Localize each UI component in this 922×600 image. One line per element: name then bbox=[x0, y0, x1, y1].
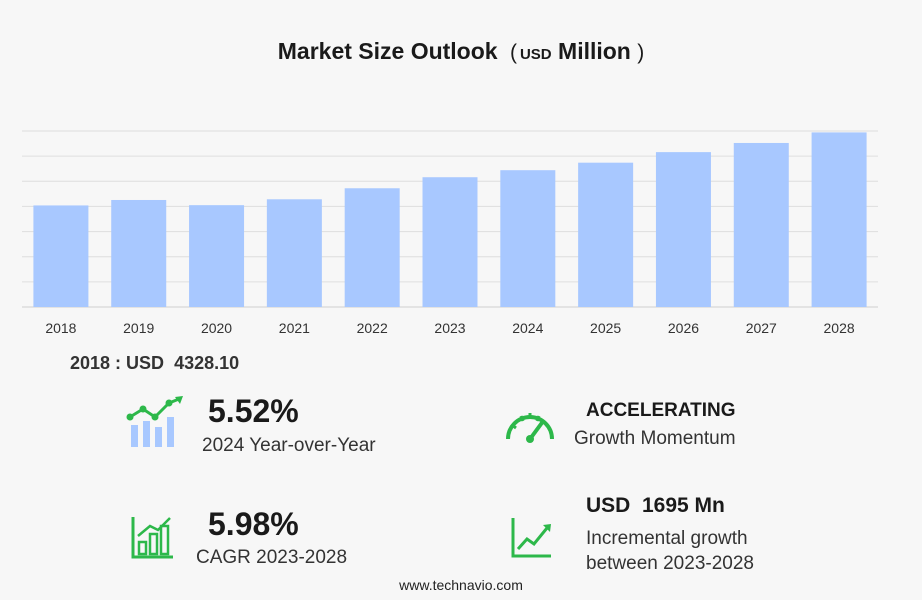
bar-2023 bbox=[422, 177, 478, 307]
bar-2025 bbox=[578, 162, 634, 307]
bar-2022 bbox=[344, 188, 400, 307]
bar-2027 bbox=[733, 142, 789, 307]
bar-chart: 2018 2019 2020 2021 2022 2023 2024 2025 2026 2027… bbox=[22, 130, 878, 336]
x-tick-label: 2024 bbox=[512, 320, 543, 336]
incremental-label-2: between 2023-2028 bbox=[586, 553, 754, 574]
momentum-value: ACCELERATING bbox=[586, 400, 736, 421]
chart-title: Market Size Outlook (USD Million ) bbox=[0, 38, 922, 65]
x-tick-label: 2019 bbox=[123, 320, 154, 336]
base-year-value: 4328.10 bbox=[174, 353, 240, 373]
bar-2028 bbox=[811, 132, 867, 307]
incremental-label-1: Incremental growth bbox=[586, 528, 748, 549]
x-tick-label: 2028 bbox=[824, 320, 855, 336]
x-tick-label: 2021 bbox=[279, 320, 310, 336]
x-tick-label: 2025 bbox=[590, 320, 621, 336]
title-scale: Million bbox=[558, 38, 631, 64]
bar-2020 bbox=[189, 205, 245, 307]
bar-2019 bbox=[111, 199, 167, 307]
yoy-value: 5.52% bbox=[208, 393, 299, 429]
growth-bars-icon bbox=[126, 396, 183, 447]
bar-2024 bbox=[500, 170, 556, 307]
yoy-tile: 5.52% 2024 Year-over-Year bbox=[125, 393, 425, 463]
x-tick-label: 2027 bbox=[746, 320, 777, 336]
title-close: ) bbox=[637, 41, 645, 64]
x-tick-label: 2023 bbox=[434, 320, 465, 336]
title-open: ( bbox=[509, 41, 517, 64]
bar-2018 bbox=[33, 205, 89, 307]
x-tick-label: 2026 bbox=[668, 320, 699, 336]
incremental-tile: USD 1695 Mn Incremental growth between 2… bbox=[510, 493, 810, 578]
momentum-label: Growth Momentum bbox=[574, 428, 736, 449]
bar-2021 bbox=[266, 199, 322, 307]
speedometer-icon bbox=[506, 413, 554, 443]
title-main: Market Size Outlook bbox=[277, 38, 498, 64]
incremental-value: USD 1695 Mn bbox=[586, 494, 725, 517]
momentum-tile: ACCELERATING Growth Momentum bbox=[503, 397, 803, 457]
yoy-label: 2024 Year-over-Year bbox=[202, 435, 376, 456]
cagr-value: 5.98% bbox=[208, 506, 299, 542]
bar-2026 bbox=[655, 152, 711, 307]
base-year-stat: 2018 : USD 4328.10 bbox=[70, 353, 239, 374]
x-tick-label: 2020 bbox=[201, 320, 232, 336]
footer-url: www.technavio.com bbox=[399, 577, 523, 593]
base-year-label: 2018 : USD bbox=[70, 353, 165, 373]
x-tick-label: 2018 bbox=[45, 320, 76, 336]
bar-chart-icon bbox=[131, 517, 173, 559]
x-tick-label: 2022 bbox=[357, 320, 388, 336]
cagr-tile: 5.98% CAGR 2023-2028 bbox=[130, 506, 430, 576]
trend-line-icon bbox=[511, 518, 551, 558]
title-unit: USD bbox=[519, 46, 552, 63]
cagr-label: CAGR 2023-2028 bbox=[196, 547, 348, 568]
